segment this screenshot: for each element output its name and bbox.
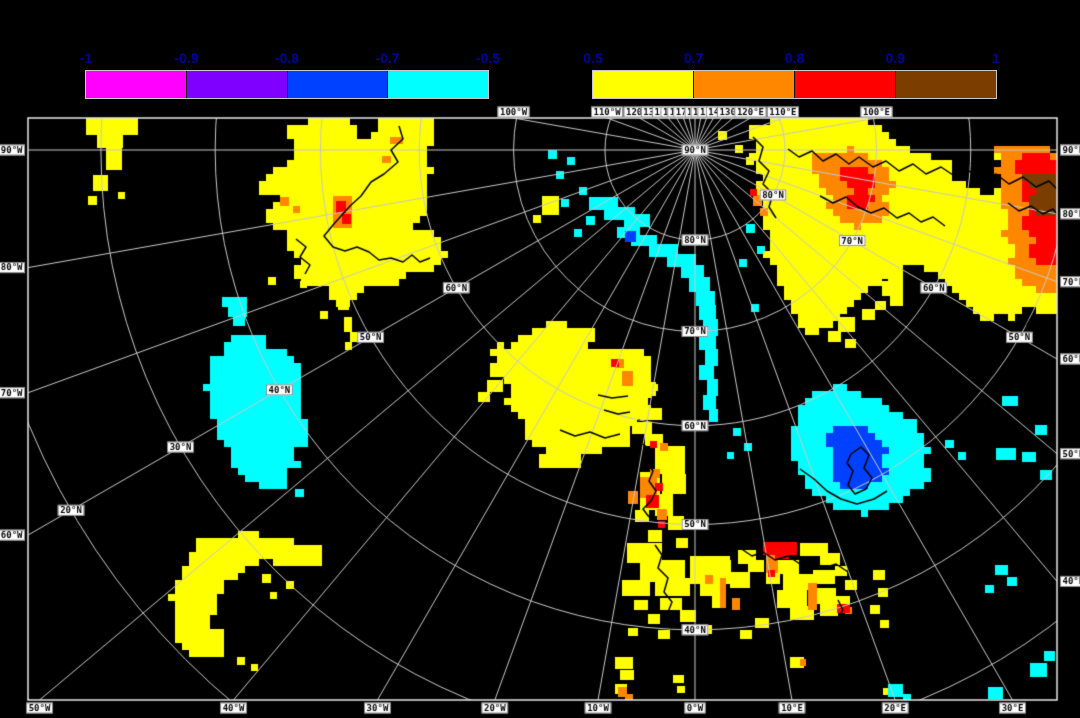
colorbar-tick: -0.7 [375,50,400,66]
positive-colorbar: 0.5 0.7 0.8 0.9 1 [583,50,1000,99]
colorbar-tick: 0.9 [885,50,905,66]
colorbar-segment [186,71,288,98]
colorbar-tick: 0.8 [784,50,805,66]
colorbar-segment [287,71,389,98]
negative-colorbar-segments [86,71,488,98]
colorbar-tick: -0.9 [174,50,199,66]
colorbar-tick: 0.7 [684,50,704,66]
colorbar-segment [694,71,795,98]
colorbar-segment [896,71,996,98]
colorbar-segment [86,71,187,98]
colorbar-tick: -0.8 [274,50,300,66]
colorbar-segment [795,71,896,98]
colorbar-tick: 0.5 [583,50,603,66]
colorbar-tick: 1 [992,50,1000,66]
colorbar-segment [388,71,488,98]
positive-colorbar-segments [593,71,996,98]
colorbar-tick: -0.5 [475,50,501,66]
colorbar-segment [593,71,694,98]
colorbar-tick: -1 [79,50,93,66]
negative-colorbar: -1 -0.9 -0.8 -0.7 -0.5 [80,50,500,99]
